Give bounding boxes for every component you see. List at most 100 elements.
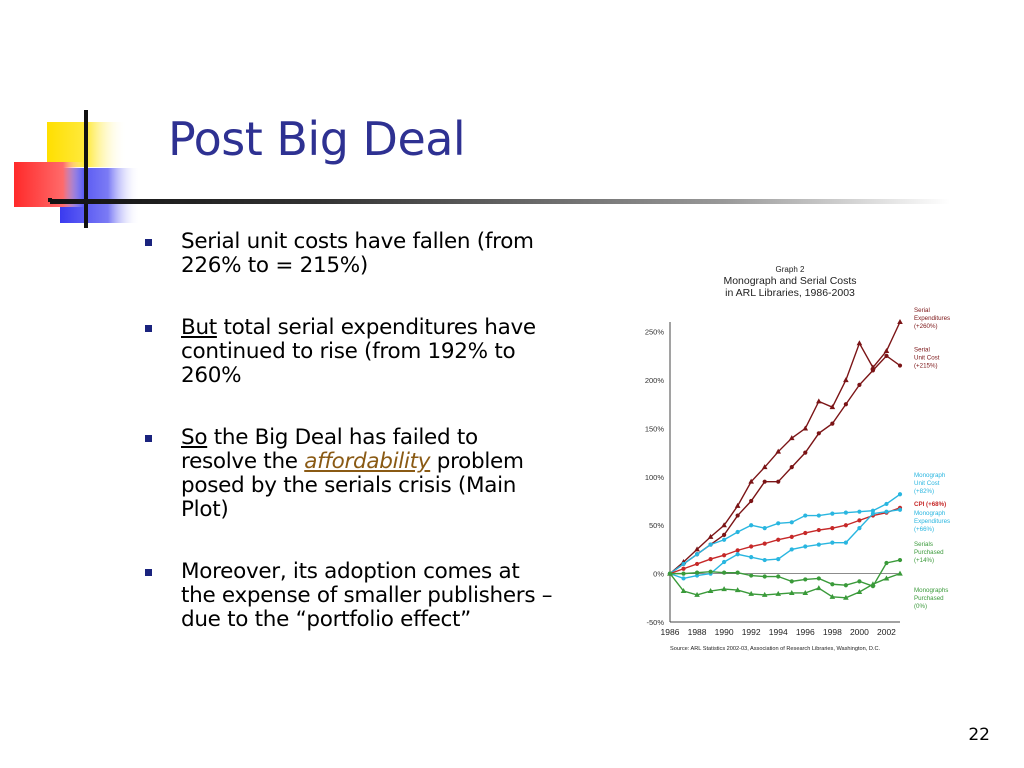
data-point: [897, 557, 903, 563]
data-point: [843, 583, 848, 588]
data-point: [721, 522, 727, 528]
data-point: [897, 363, 903, 368]
data-point: [843, 510, 848, 515]
data-point: [788, 435, 795, 441]
bullet-item: But total serial expenditures have conti…: [140, 316, 560, 388]
data-point: [789, 520, 794, 525]
data-point: [734, 587, 741, 593]
data-point: [816, 527, 821, 533]
page-number: 22: [968, 725, 990, 745]
data-point: [708, 569, 713, 574]
data-point: [829, 593, 836, 599]
data-point: [870, 511, 876, 516]
data-point: [708, 556, 713, 562]
data-point: [681, 571, 686, 576]
cost-chart: Graph 2 Monograph and Serial Costs in ARL …: [630, 262, 960, 662]
square-bullet-icon: [145, 325, 152, 332]
data-point: [803, 577, 808, 582]
x-tick-label: 1986: [661, 627, 680, 637]
series-line: [669, 493, 901, 575]
data-point: [803, 530, 808, 536]
data-point: [776, 574, 781, 579]
emphasis-word: So: [181, 425, 208, 450]
data-point: [762, 574, 767, 579]
series-label: Expenditures: [914, 518, 950, 525]
data-point: [856, 340, 863, 346]
data-point: [694, 552, 700, 557]
data-point: [761, 591, 768, 597]
data-point: [749, 573, 754, 578]
series-line: [669, 354, 901, 575]
bullet-item: So the Big Deal has failed to resolve th…: [140, 426, 560, 522]
data-point: [803, 544, 808, 549]
data-point: [735, 552, 740, 557]
series-label: Serial: [914, 307, 930, 314]
x-tick-label: 1988: [688, 627, 707, 637]
data-point: [803, 513, 808, 518]
data-point: [761, 464, 768, 470]
y-tick-label: 250%: [645, 328, 665, 337]
data-point: [843, 594, 849, 600]
data-point: [830, 526, 835, 531]
data-point: [884, 353, 889, 358]
data-point: [667, 570, 673, 576]
square-bullet-icon: [145, 435, 152, 442]
data-point: [830, 511, 835, 516]
data-point: [762, 541, 767, 546]
series-label: (+82%): [914, 488, 934, 495]
bullet-text: Moreover, its adoption comes at the expe…: [181, 559, 553, 632]
data-point: [829, 404, 836, 410]
data-point: [816, 585, 822, 591]
data-point: [735, 548, 740, 553]
x-tick-label: 2002: [877, 627, 896, 637]
emphasis-word: But: [181, 315, 217, 340]
affordability-link[interactable]: affordability: [304, 449, 431, 474]
series-label: (+215%): [914, 363, 938, 370]
data-point: [884, 560, 889, 566]
data-point: [802, 425, 809, 431]
series-label: (+66%): [914, 526, 934, 533]
x-tick-label: 2000: [850, 627, 869, 637]
data-point: [897, 492, 903, 497]
data-point: [762, 526, 767, 531]
data-point: [735, 570, 740, 575]
data-point: [748, 478, 754, 484]
data-point: [883, 575, 890, 581]
data-point: [789, 579, 794, 584]
series-label: Expenditures: [914, 315, 950, 322]
data-point: [722, 537, 727, 542]
square-bullet-icon: [145, 569, 152, 576]
data-point: [857, 509, 862, 514]
data-point: [680, 588, 687, 594]
data-point: [762, 479, 767, 484]
bullet-item: Serial unit costs have fallen (from 226%…: [140, 230, 560, 278]
data-point: [722, 559, 727, 565]
data-point: [694, 561, 700, 567]
series-label: Purchased: [914, 549, 944, 556]
data-point: [735, 513, 740, 518]
data-point: [776, 479, 781, 484]
data-point: [830, 421, 835, 426]
series-label: Serials: [914, 541, 933, 548]
series-label: Monographs: [914, 587, 948, 594]
series-label: Unit Cost: [914, 480, 940, 487]
data-point: [694, 570, 700, 575]
data-point: [775, 448, 782, 454]
y-tick-label: 100%: [645, 473, 665, 482]
data-point: [762, 557, 767, 563]
data-point: [857, 518, 862, 523]
data-point: [857, 382, 862, 388]
x-tick-label: 1998: [823, 627, 842, 637]
data-point: [721, 586, 727, 592]
x-tick-label: 1996: [796, 627, 815, 637]
slide-title: Post Big Deal: [168, 112, 466, 166]
bullet-text: the Big Deal has failed to resolve the: [181, 425, 478, 474]
data-point: [870, 581, 876, 587]
series-line: [670, 559, 901, 588]
data-point: [843, 402, 848, 407]
data-point: [789, 534, 794, 539]
data-point: [843, 540, 848, 545]
chart-title-line: Graph 2: [776, 265, 805, 274]
series-label: Serial: [914, 347, 930, 354]
